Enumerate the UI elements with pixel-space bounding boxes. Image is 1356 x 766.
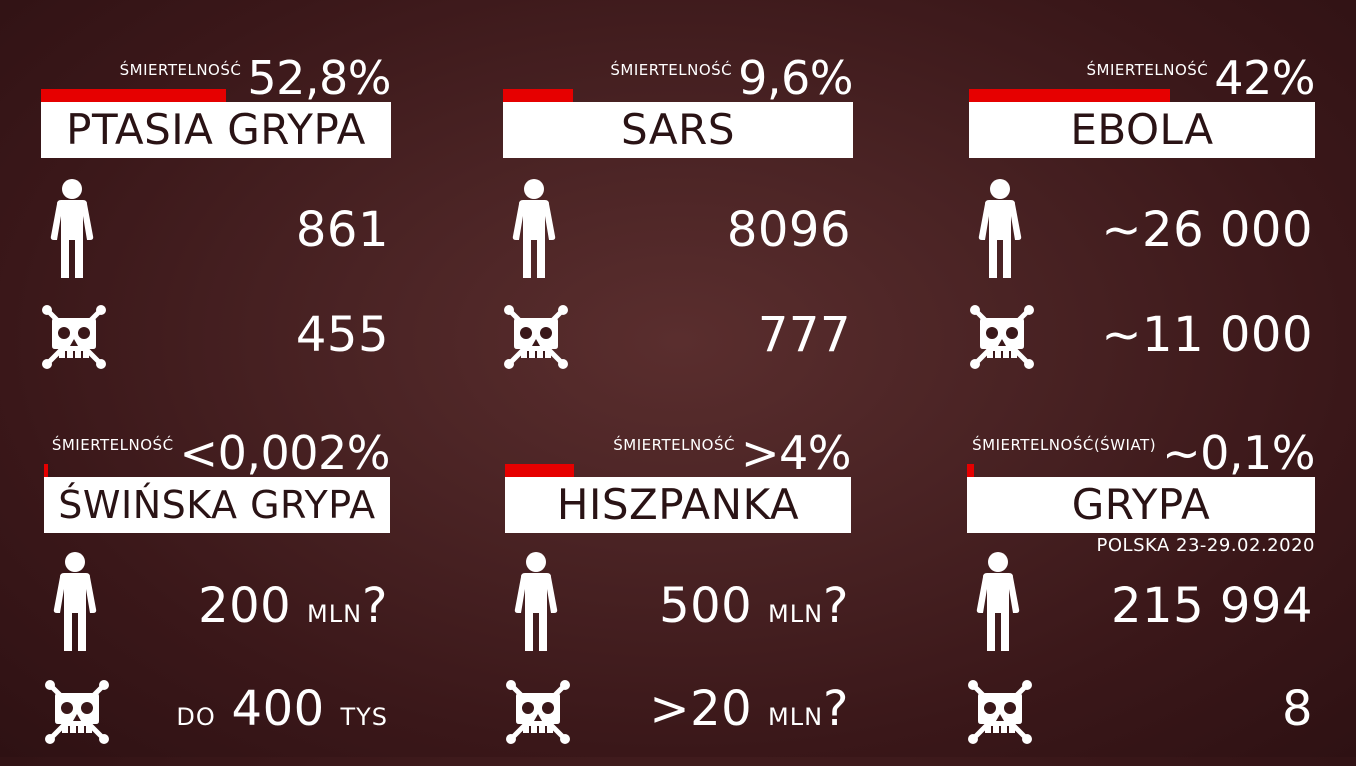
- disease-name: EBOLA: [969, 102, 1315, 158]
- fatality-bar: [41, 89, 226, 102]
- fatality-row: ŚMIERTELNOŚĆ(ŚWIAT) ~0,1%: [972, 426, 1315, 476]
- fatality-label: ŚMIERTELNOŚĆ: [51, 436, 174, 454]
- disease-name: GRYPA: [967, 477, 1315, 533]
- fatality-row: ŚMIERTELNOŚĆ 52,8%: [119, 51, 392, 105]
- cases-number: 861: [295, 202, 389, 258]
- fatality-label: ŚMIERTELNOŚĆ: [1086, 61, 1209, 79]
- cases-unit: MLN: [767, 600, 824, 628]
- deaths-suffix: ?: [823, 681, 849, 737]
- cases-number: 8096: [726, 202, 851, 258]
- disease-name: PTASIA GRYPA: [41, 102, 391, 158]
- person-icon: [978, 179, 1022, 278]
- deaths-number: 8: [1281, 681, 1313, 737]
- deaths-number: 777: [757, 307, 851, 363]
- fatality-value: >4%: [740, 426, 852, 480]
- fatality-bar: [44, 464, 48, 477]
- person-icon: [53, 552, 97, 651]
- region-date-note: POLSKA 23-29.02.2020: [1096, 535, 1315, 556]
- skull-crossbones-icon: [970, 305, 1034, 369]
- fatality-row: ŚMIERTELNOŚĆ 9,6%: [610, 51, 853, 101]
- deaths-number: 455: [295, 307, 389, 363]
- disease-card-grypa: ŚMIERTELNOŚĆ(ŚWIAT) ~0,1% GRYPA POLSKA 2…: [967, 426, 1315, 766]
- cases-unit: MLN: [306, 600, 363, 628]
- fatality-bar: [503, 89, 573, 102]
- fatality-row: ŚMIERTELNOŚĆ <0,002%: [51, 426, 391, 480]
- fatality-row: ŚMIERTELNOŚĆ >4%: [613, 426, 851, 476]
- deaths-prefix: DO: [176, 703, 216, 731]
- cases-number: 200 MLN?: [198, 578, 388, 634]
- cases-suffix: ?: [362, 578, 388, 634]
- deaths-unit: TYS: [340, 703, 388, 731]
- deaths-number: DO 400 TYS: [176, 681, 388, 737]
- cases-number: 500 MLN?: [659, 578, 849, 634]
- disease-card-ptasia-grypa: ŚMIERTELNOŚĆ 52,8% PTASIA GRYPA 861 455: [41, 51, 391, 391]
- skull-crossbones-icon: [45, 680, 109, 744]
- disease-card-sars: ŚMIERTELNOŚĆ 9,6% SARS 8096 777: [503, 51, 853, 391]
- fatality-row: ŚMIERTELNOŚĆ 42%: [1086, 51, 1316, 105]
- cases-number: ~26 000: [1101, 202, 1313, 258]
- fatality-value: ~0,1%: [1162, 426, 1315, 480]
- deaths-unit: MLN: [767, 703, 824, 731]
- skull-crossbones-icon: [968, 680, 1032, 744]
- fatality-label: ŚMIERTELNOŚĆ: [119, 61, 242, 79]
- fatality-value: 9,6%: [738, 51, 853, 105]
- fatality-value: 52,8%: [247, 51, 391, 105]
- deaths-number: ~11 000: [1101, 307, 1313, 363]
- fatality-label: ŚMIERTELNOŚĆ: [610, 61, 733, 79]
- fatality-label: ŚMIERTELNOŚĆ(ŚWIAT): [972, 436, 1157, 454]
- fatality-value: 42%: [1214, 51, 1315, 105]
- deaths-number: >20 MLN?: [649, 681, 849, 737]
- disease-card-swinska-grypa: ŚMIERTELNOŚĆ <0,002% ŚWIŃSKA GRYPA 200 M…: [44, 426, 391, 766]
- fatality-label: ŚMIERTELNOŚĆ: [613, 436, 735, 454]
- skull-crossbones-icon: [506, 680, 570, 744]
- disease-name: ŚWIŃSKA GRYPA: [44, 477, 390, 533]
- fatality-bar: [505, 464, 574, 477]
- person-icon: [514, 552, 558, 651]
- person-icon: [512, 179, 556, 278]
- fatality-bar: [969, 89, 1170, 102]
- cases-number: 215 994: [1111, 578, 1313, 634]
- disease-name: HISZPANKA: [505, 477, 851, 533]
- skull-crossbones-icon: [42, 305, 106, 369]
- cases-suffix: ?: [823, 578, 849, 634]
- person-icon: [976, 552, 1020, 651]
- fatality-value: <0,002%: [179, 426, 391, 480]
- skull-crossbones-icon: [504, 305, 568, 369]
- disease-card-hiszpanka: ŚMIERTELNOŚĆ >4% HISZPANKA 500 MLN? >20 …: [505, 426, 852, 766]
- disease-name: SARS: [503, 102, 853, 158]
- disease-card-ebola: ŚMIERTELNOŚĆ 42% EBOLA ~26 000 ~11 000: [969, 51, 1315, 391]
- fatality-bar: [967, 464, 974, 477]
- person-icon: [50, 179, 94, 278]
